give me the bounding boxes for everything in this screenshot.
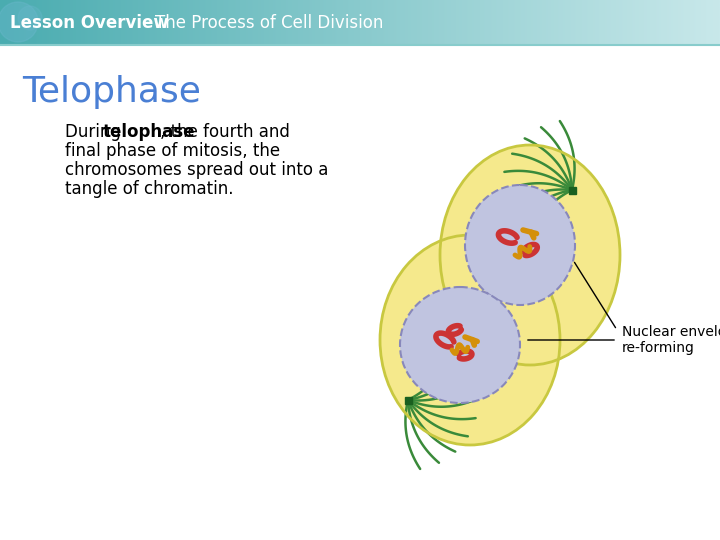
Circle shape (0, 2, 38, 42)
Text: Telophase: Telophase (22, 75, 201, 109)
Text: The Process of Cell Division: The Process of Cell Division (155, 14, 383, 31)
Ellipse shape (400, 287, 520, 403)
Text: Nuclear envelopes
re-forming: Nuclear envelopes re-forming (622, 325, 720, 355)
Ellipse shape (465, 185, 575, 305)
Text: chromosomes spread out into a: chromosomes spread out into a (65, 161, 328, 179)
Ellipse shape (465, 267, 535, 327)
Text: During: During (65, 123, 126, 141)
Text: , the fourth and: , the fourth and (160, 123, 290, 141)
Text: final phase of mitosis, the: final phase of mitosis, the (65, 142, 280, 160)
Ellipse shape (440, 145, 620, 365)
Text: telophase: telophase (103, 123, 196, 141)
Text: tangle of chromatin.: tangle of chromatin. (65, 180, 233, 198)
Bar (405, 396, 412, 403)
Ellipse shape (380, 235, 560, 445)
Circle shape (18, 6, 42, 30)
Bar (569, 186, 575, 193)
Text: Lesson Overview: Lesson Overview (10, 14, 168, 31)
